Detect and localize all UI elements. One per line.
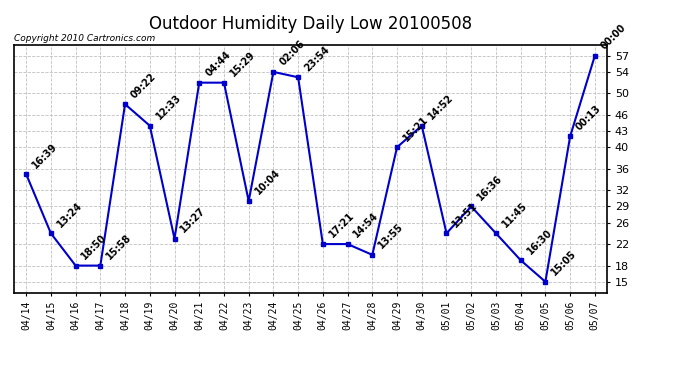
Text: 09:22: 09:22: [129, 71, 158, 100]
Text: 12:33: 12:33: [154, 93, 183, 122]
Text: 17:21: 17:21: [327, 211, 356, 240]
Text: 00:00: 00:00: [599, 22, 628, 52]
Text: 02:06: 02:06: [277, 39, 306, 68]
Text: 11:45: 11:45: [500, 200, 529, 229]
Text: 13:55: 13:55: [377, 222, 406, 251]
Text: Outdoor Humidity Daily Low 20100508: Outdoor Humidity Daily Low 20100508: [149, 15, 472, 33]
Text: 04:44: 04:44: [204, 50, 233, 78]
Text: 13:24: 13:24: [55, 200, 84, 229]
Text: 10:04: 10:04: [253, 168, 282, 197]
Text: 15:05: 15:05: [549, 249, 578, 278]
Text: 15:58: 15:58: [104, 232, 134, 261]
Text: 16:30: 16:30: [525, 227, 554, 256]
Text: 14:54: 14:54: [352, 211, 381, 240]
Text: 15:29: 15:29: [228, 50, 257, 78]
Text: 16:39: 16:39: [30, 141, 59, 170]
Text: 15:21: 15:21: [401, 114, 430, 143]
Text: 23:54: 23:54: [302, 44, 331, 73]
Text: Copyright 2010 Cartronics.com: Copyright 2010 Cartronics.com: [14, 33, 155, 42]
Text: 16:36: 16:36: [475, 173, 504, 202]
Text: 00:13: 00:13: [574, 103, 603, 132]
Text: 13:27: 13:27: [179, 206, 208, 234]
Text: 13:51: 13:51: [451, 200, 480, 229]
Text: 14:52: 14:52: [426, 93, 455, 122]
Text: 18:50: 18:50: [80, 232, 109, 261]
